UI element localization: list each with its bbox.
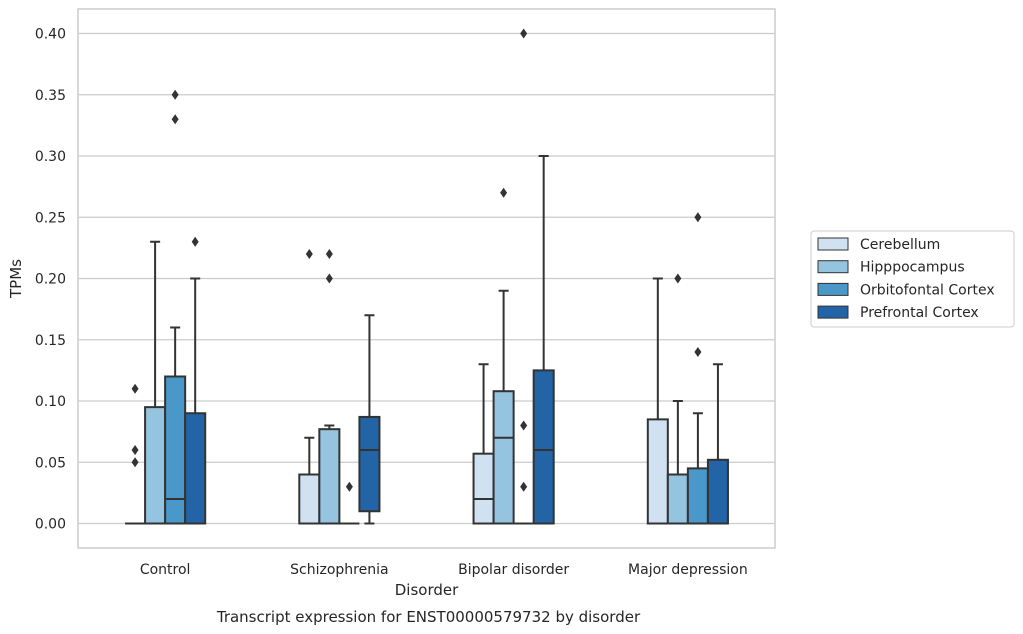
x-tick-label: Bipolar disorder: [458, 562, 569, 578]
outlier-point: [131, 445, 139, 455]
x-tick-label: Control: [140, 562, 191, 578]
outlier-point: [694, 212, 702, 223]
legend-label: Cerebellum: [860, 237, 940, 253]
series-orbitofontal-cortex: [164, 28, 709, 525]
box: [318, 428, 341, 525]
box: [666, 473, 689, 525]
box-group: [666, 273, 689, 525]
legend-label: Orbitofontal Cortex: [860, 282, 995, 298]
box: [298, 473, 321, 525]
legend-label: Hipppocampus: [860, 260, 965, 276]
box: [706, 458, 729, 525]
outlier-point: [694, 347, 702, 357]
outlier-point: [131, 457, 139, 468]
plot-frame: [77, 8, 776, 549]
outlier-point: [171, 114, 179, 125]
outlier-point: [520, 28, 528, 39]
legend-frame: [810, 230, 1015, 328]
outlier-point: [520, 420, 528, 431]
box-group: [184, 236, 207, 525]
box-group: [144, 240, 167, 525]
box: [686, 467, 709, 525]
outlier-point: [674, 273, 682, 284]
y-axis-title: TPMs: [7, 259, 25, 299]
outlier-point: [171, 89, 179, 100]
x-tick-label: Major depression: [628, 562, 748, 578]
box: [472, 452, 495, 525]
outlier-point: [345, 481, 353, 492]
box-group: [164, 89, 187, 525]
x-tick-labels: Control Schizophrenia Bipolar disorder Majo…: [140, 562, 748, 578]
y-tick-label: 0.20: [35, 272, 66, 288]
outlier-point: [500, 187, 508, 198]
y-tick-label: 0.15: [35, 333, 66, 349]
legend-swatch: [817, 305, 849, 319]
x-tick-label: Schizophrenia: [290, 562, 388, 578]
box-group: [298, 249, 321, 525]
box-group: [472, 363, 495, 525]
box: [164, 375, 187, 525]
legend-label: Prefrontal Cortex: [860, 305, 979, 321]
box-group: [513, 28, 534, 525]
y-tick-label: 0.05: [35, 455, 66, 471]
box-group: [318, 249, 341, 525]
legend-swatch: [817, 237, 849, 251]
box: [492, 390, 515, 525]
box-group: [339, 481, 360, 525]
y-tick-label: 0.10: [35, 394, 66, 410]
box-group: [706, 363, 729, 525]
box: [532, 369, 555, 525]
box: [184, 412, 207, 525]
box-group: [532, 155, 555, 525]
figure-caption: Transcript expression for ENST0000057973…: [216, 608, 641, 626]
series-prefrontal-cortex: [184, 155, 729, 525]
box-group: [646, 277, 669, 525]
y-tick-label: 0.00: [35, 517, 66, 533]
box-group: [492, 187, 515, 525]
outlier-point: [325, 273, 333, 284]
box-group: [125, 383, 146, 525]
box-series: [125, 28, 729, 525]
legend: Cerebellum Hipppocampus Orbitofontal Corte…: [810, 230, 1015, 328]
y-tick-label: 0.40: [35, 27, 66, 43]
series-cerebellum: [125, 249, 669, 525]
series-hipppocampus: [144, 187, 689, 525]
y-tick-label: 0.30: [35, 149, 66, 165]
legend-swatch: [817, 260, 849, 274]
box-group: [686, 212, 709, 525]
outlier-point: [191, 236, 199, 247]
box: [646, 418, 669, 525]
outlier-point: [520, 481, 528, 492]
outlier-point: [305, 249, 313, 259]
box: [144, 406, 167, 525]
box-group: [358, 314, 381, 525]
y-tick-label: 0.35: [35, 88, 66, 104]
y-tick-labels: 0.00 0.05 0.10 0.15 0.20 0.25 0.30 0.35 0.40: [35, 27, 66, 533]
y-tick-label: 0.25: [35, 210, 66, 226]
legend-swatch: [817, 282, 849, 296]
box: [358, 415, 381, 513]
outlier-point: [325, 249, 333, 259]
outlier-point: [131, 383, 139, 394]
x-axis-title: Disorder: [395, 581, 459, 599]
